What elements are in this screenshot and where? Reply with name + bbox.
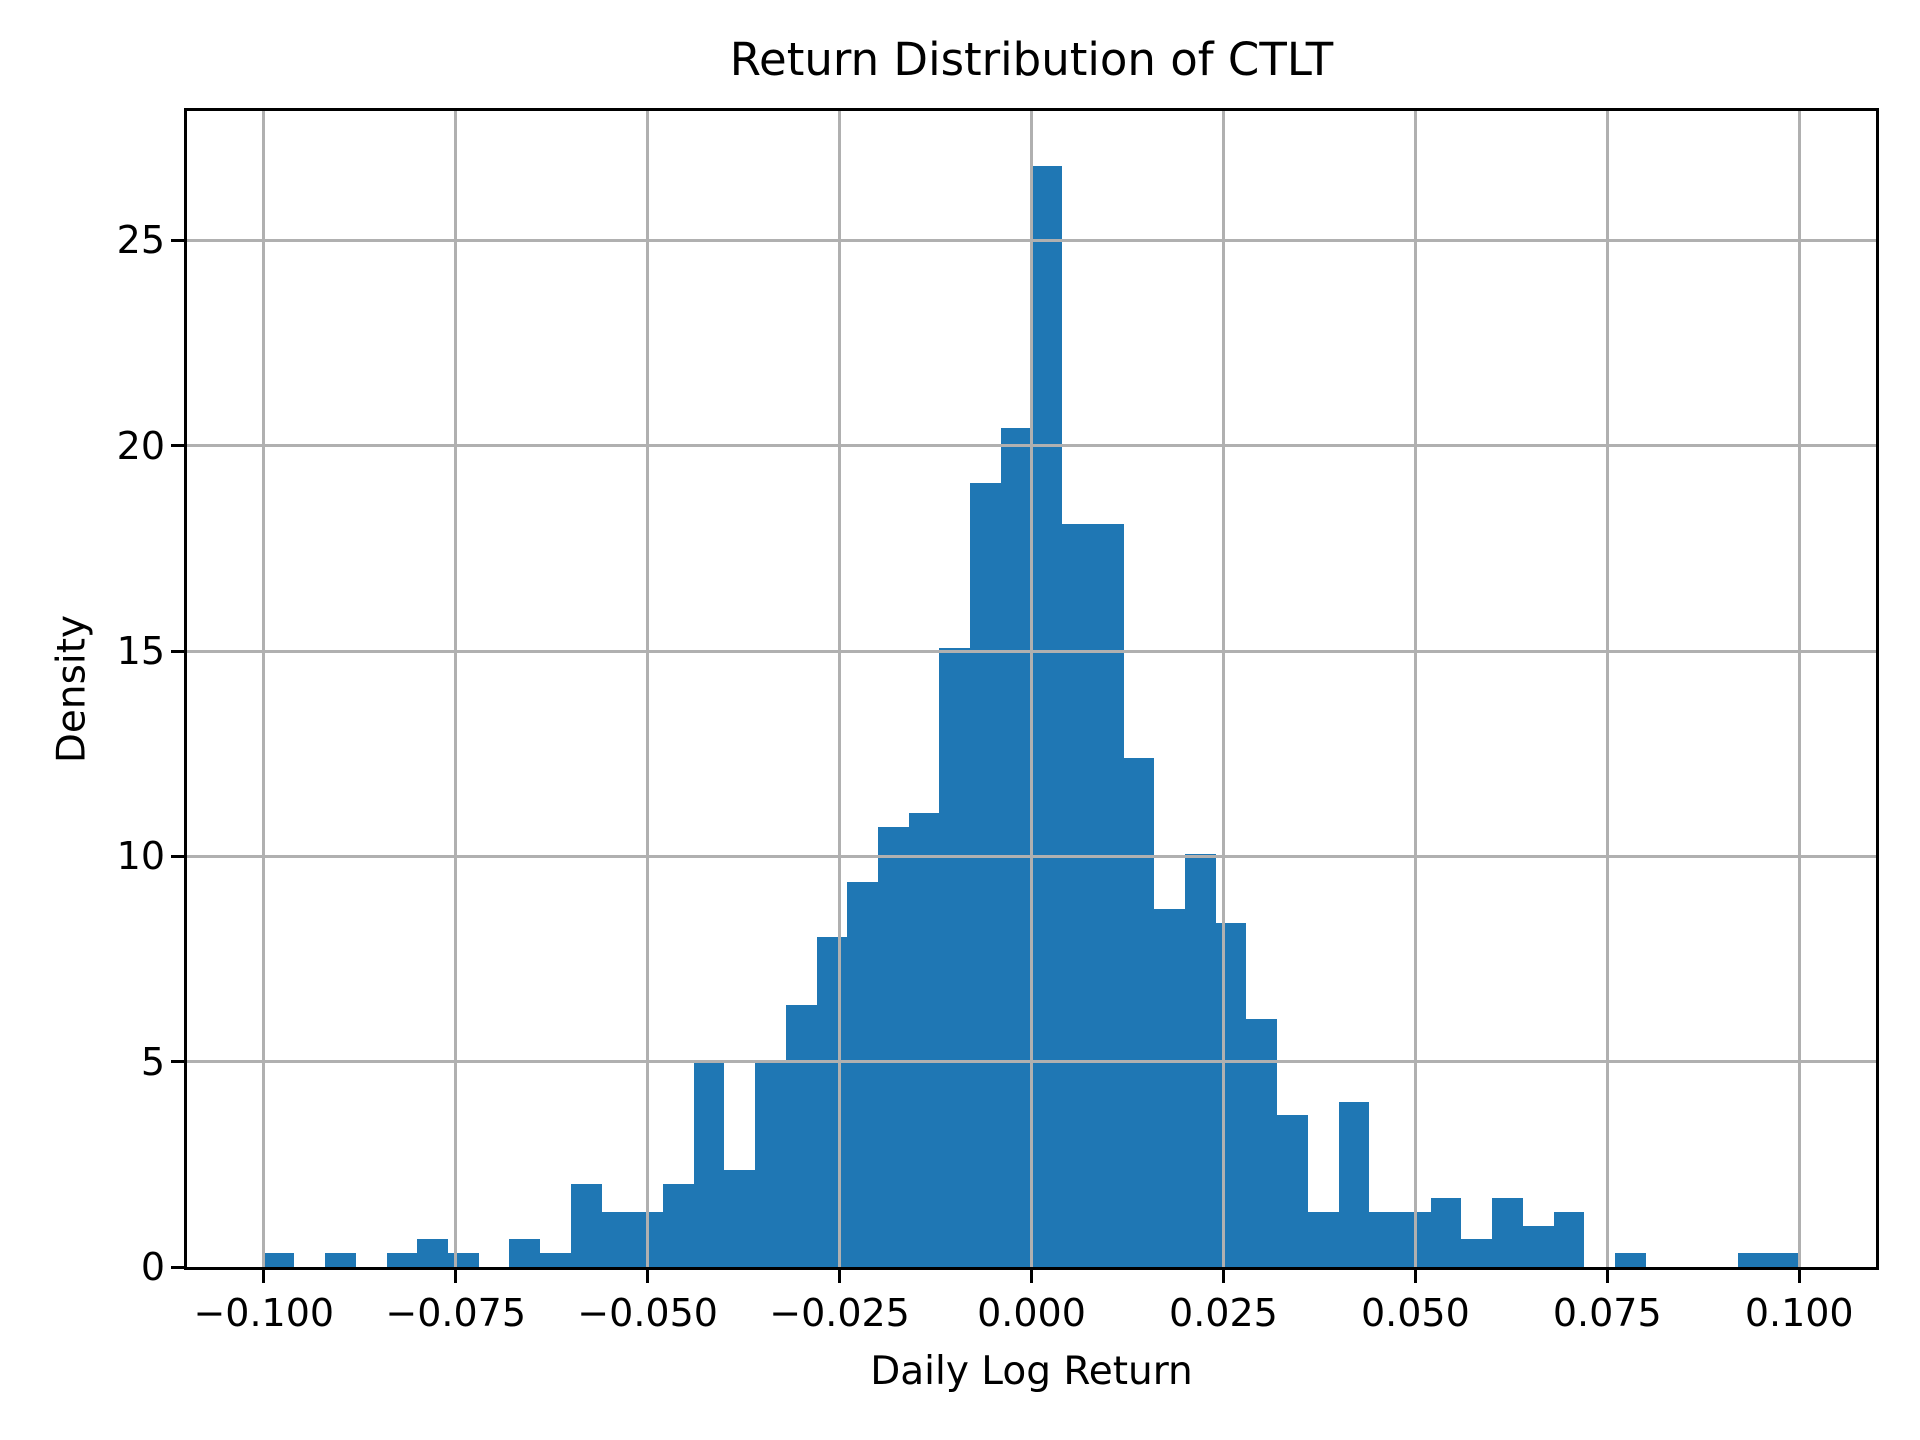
histogram-bar xyxy=(570,1184,602,1267)
histogram-bar xyxy=(1553,1211,1585,1267)
x-tick-label: −0.075 xyxy=(385,1291,527,1335)
histogram-bar xyxy=(755,1060,786,1267)
x-tick-mark xyxy=(646,1270,650,1283)
gridline-vertical xyxy=(1030,111,1033,1267)
x-tick-label: 0.050 xyxy=(1360,1291,1470,1335)
x-tick-label: 0.075 xyxy=(1552,1291,1662,1335)
y-tick-label: 5 xyxy=(140,1039,165,1084)
histogram-bar xyxy=(417,1239,449,1267)
x-tick-mark xyxy=(262,1270,266,1283)
y-tick-mark xyxy=(171,1060,184,1064)
gridline-vertical xyxy=(1413,111,1417,1267)
histogram-bar xyxy=(816,936,848,1267)
y-tick-mark xyxy=(171,649,184,653)
gridline-horizontal xyxy=(187,1060,1876,1064)
grid-layer xyxy=(187,111,1876,1267)
x-tick-label: 0.000 xyxy=(977,1291,1086,1335)
y-tick-label: 10 xyxy=(116,834,165,879)
y-tick-mark xyxy=(171,444,184,448)
x-tick-mark xyxy=(1797,1270,1801,1283)
x-axis-label: Daily Log Return xyxy=(870,1349,1193,1394)
y-tick-label: 0 xyxy=(140,1245,165,1289)
y-tick-mark xyxy=(171,238,184,242)
x-tick-mark xyxy=(838,1270,842,1283)
gridline-vertical xyxy=(1605,111,1609,1267)
plot-area: −0.100 −0.075 −0.050 −0.025 0.000 0.025 0.050 0… xyxy=(117,108,1879,1394)
gridline-horizontal xyxy=(187,854,1876,858)
histogram-bar xyxy=(662,1184,694,1267)
histogram-bar xyxy=(1338,1101,1370,1267)
histogram-bar xyxy=(1062,523,1093,1267)
histogram-bar xyxy=(386,1253,418,1267)
x-tick-label: −0.050 xyxy=(577,1291,718,1335)
histogram-bar xyxy=(1000,427,1032,1267)
histogram-bar xyxy=(1031,166,1063,1267)
histogram-bar xyxy=(785,1005,817,1267)
histogram-bar xyxy=(1369,1211,1400,1267)
histogram-bar xyxy=(908,812,940,1267)
histogram-bar xyxy=(1092,523,1124,1267)
histogram-bar xyxy=(1737,1253,1769,1267)
histogram-bar xyxy=(847,881,878,1267)
gridline-horizontal xyxy=(187,238,1876,242)
histogram-bar xyxy=(939,647,971,1267)
y-tick-label: 25 xyxy=(116,218,165,263)
chart-title: Return Distribution of CTLT xyxy=(729,33,1334,86)
histogram-bar xyxy=(509,1239,541,1267)
gridline-vertical xyxy=(262,111,266,1267)
histogram-bar xyxy=(1123,757,1155,1267)
y-tick-label: 15 xyxy=(116,629,165,673)
y-tick-mark xyxy=(171,1265,184,1269)
gridline-vertical xyxy=(838,111,842,1267)
histogram-bar xyxy=(263,1253,295,1267)
gridline-horizontal xyxy=(187,444,1876,448)
gridline-vertical xyxy=(1797,111,1801,1267)
x-tick-label: 0.100 xyxy=(1744,1291,1854,1335)
gridline-vertical xyxy=(1221,111,1225,1267)
x-tick-mark xyxy=(1030,1270,1033,1283)
x-tick-label: 0.025 xyxy=(1169,1291,1278,1335)
histogram-bar xyxy=(1277,1115,1308,1267)
gridline-vertical xyxy=(646,111,650,1267)
histogram-bar xyxy=(1768,1253,1800,1267)
histogram-bar xyxy=(970,482,1001,1267)
histogram-bar xyxy=(1461,1239,1493,1267)
histogram-bar xyxy=(1614,1253,1646,1267)
histogram-bars-layer xyxy=(187,111,1876,1267)
histogram-bar xyxy=(601,1211,633,1267)
histogram-bar xyxy=(1215,922,1247,1267)
histogram-bar xyxy=(877,826,909,1267)
y-tick-mark xyxy=(171,854,184,858)
histogram-bar xyxy=(1307,1211,1339,1267)
histogram-bar xyxy=(1154,909,1186,1267)
x-tick-mark xyxy=(1413,1270,1417,1283)
x-tick-label: −0.025 xyxy=(769,1291,910,1335)
histogram-bar xyxy=(1492,1198,1523,1267)
gridline-vertical xyxy=(454,111,458,1267)
y-tick-label: 20 xyxy=(116,423,165,468)
x-tick-mark xyxy=(1221,1270,1225,1283)
histogram-bar xyxy=(1430,1198,1462,1267)
ticks-layer: −0.100 −0.075 −0.050 −0.025 0.000 0.025 0.050 0… xyxy=(117,111,1876,1335)
histogram-bar xyxy=(1522,1225,1554,1267)
histogram-bar xyxy=(724,1170,756,1267)
histogram-bar xyxy=(693,1060,725,1267)
histogram-bar xyxy=(325,1253,356,1267)
x-tick-label: −0.100 xyxy=(193,1291,335,1335)
x-tick-mark xyxy=(454,1270,458,1283)
x-tick-mark xyxy=(1605,1270,1609,1283)
histogram-bar xyxy=(540,1253,571,1267)
gridline-horizontal xyxy=(187,649,1876,653)
